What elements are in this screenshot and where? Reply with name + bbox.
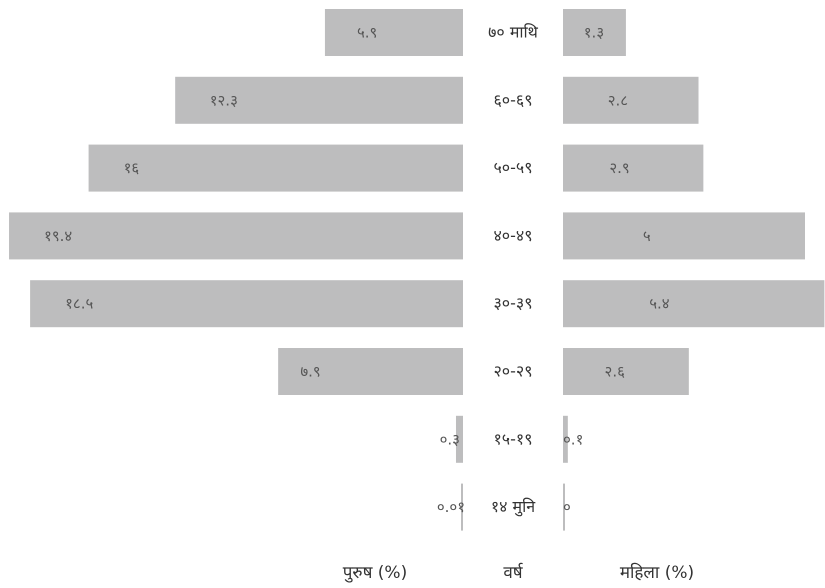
male-bar xyxy=(175,76,463,124)
age-group-label: ४०-४९ xyxy=(493,226,532,245)
female-bar xyxy=(563,348,689,395)
male-value-label: ०.०१ xyxy=(437,498,465,516)
female-value-label: २.८ xyxy=(608,91,628,109)
value-labels: ५.९ १.३ १२.३ २.८ १६ २.९ १९.४ ५ १८.५ ५.४ ७.९ २.६ ०.३ ०… xyxy=(44,24,670,517)
female-bar xyxy=(563,415,568,463)
female-value-label: ०.१ xyxy=(563,430,583,448)
male-value-label: १८.५ xyxy=(65,295,93,313)
male-value-label: १६ xyxy=(124,159,140,177)
age-group-label: ३०-३९ xyxy=(493,294,532,313)
male-value-label: ५.९ xyxy=(357,24,377,42)
male-bar xyxy=(30,280,463,328)
female-bars xyxy=(563,9,825,531)
male-bar xyxy=(9,212,463,260)
age-group-label: १५-१९ xyxy=(493,429,532,448)
male-bar xyxy=(461,483,463,531)
female-bar xyxy=(563,280,825,328)
female-value-label: ५.४ xyxy=(649,295,670,313)
male-value-label: १९.४ xyxy=(44,227,72,245)
female-value-label: १.३ xyxy=(584,24,604,42)
age-group-label: १४ मुनि xyxy=(491,497,536,517)
age-group-label: ७० माथि xyxy=(488,23,539,42)
female-value-label: ० xyxy=(563,498,571,516)
female-value-label: २.९ xyxy=(609,159,629,177)
female-value-label: ५ xyxy=(643,227,651,245)
male-axis-title: पुरुष (%) xyxy=(343,563,407,583)
male-bars xyxy=(9,9,463,531)
age-group-label: ५०-५९ xyxy=(493,158,532,177)
female-axis-title: महिला (%) xyxy=(620,562,694,583)
female-bar xyxy=(563,76,699,124)
female-bar xyxy=(563,483,565,531)
female-value-label: २.६ xyxy=(605,363,626,381)
age-group-label: २०-२९ xyxy=(493,362,532,381)
female-bar xyxy=(563,9,626,56)
male-value-label: ७.९ xyxy=(300,363,320,381)
age-axis-title: वर्ष xyxy=(503,562,523,583)
age-group-labels: ७० माथि ६०-६९ ५०-५९ ४०-४९ ३०-३९ २०-२९ १५-१९ १४ … xyxy=(488,23,539,518)
female-bar xyxy=(563,144,704,192)
male-bar xyxy=(324,9,463,56)
female-bar xyxy=(563,212,805,260)
male-bar xyxy=(278,348,463,395)
male-bar xyxy=(88,144,463,192)
age-group-label: ६०-६९ xyxy=(493,90,532,109)
male-value-label: १२.३ xyxy=(210,91,238,109)
male-bar xyxy=(455,415,463,463)
male-value-label: ०.३ xyxy=(440,430,460,448)
